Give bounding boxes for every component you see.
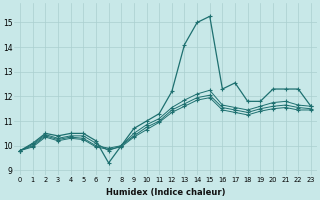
X-axis label: Humidex (Indice chaleur): Humidex (Indice chaleur) bbox=[106, 188, 225, 197]
